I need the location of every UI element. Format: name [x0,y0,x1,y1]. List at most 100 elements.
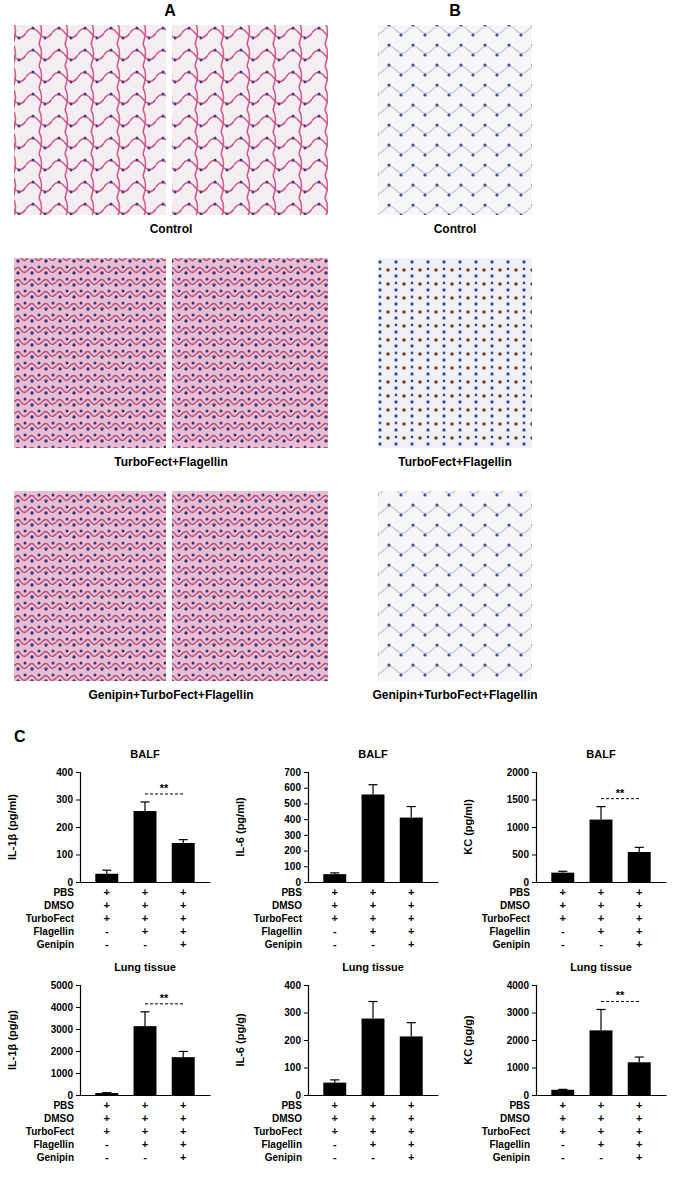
y-tick-label: 5000 [51,980,74,991]
condition-name: DMSO [500,1113,530,1124]
y-tick-mark [76,855,80,856]
y-tick-label: 1000 [51,1068,74,1079]
y-tick-label: 700 [284,767,301,778]
y-axis-title: IL-6 (pg/g) [234,1013,246,1066]
condition-mark: + [142,912,148,924]
y-tick: 1500 [507,794,536,805]
y-tick-mark [304,882,308,883]
condition-mark: + [560,1125,566,1137]
error-cap [102,870,111,871]
y-tick: 200 [284,845,308,856]
y-tick: 3000 [507,1007,536,1018]
condition-name: TurboFect [482,913,531,924]
y-tick-mark [76,827,80,828]
condition-mark: - [333,1151,337,1163]
histology-image-zoom [172,25,328,215]
bar [551,1090,574,1095]
y-tick-label: 300 [284,1007,301,1018]
error-cap [635,847,644,848]
bar [628,852,651,882]
bar-chart: BALF0100200300400IL-1β (pg/ml)**PBS+++DM… [6,748,211,950]
y-tick-mark [304,835,308,836]
condition-mark: + [332,1099,338,1111]
y-axis-title: IL-1β (pg/g) [6,1010,18,1070]
y-axis-title: IL-1β (pg/ml) [6,794,18,860]
condition-mark: + [598,899,604,911]
significance-label: ** [616,787,625,799]
y-tick-mark [532,772,536,773]
error-bar [600,1009,601,1030]
y-tick-mark [532,800,536,801]
condition-name: PBS [281,887,302,898]
bar [172,843,195,882]
bar-chart: BALF0500100015002000KC (pg/ml)**PBS+++DM… [462,748,667,950]
condition-name: Genipin [265,939,302,950]
y-tick-label: 400 [284,980,301,991]
y-axis: 0500100015002000 [507,767,537,888]
condition-mark: + [370,925,376,937]
condition-mark: + [408,886,414,898]
bar [400,1036,423,1095]
error-cap [140,1011,149,1012]
condition-mark: - [143,1151,147,1163]
condition-mark: + [104,899,110,911]
y-tick-mark [532,827,536,828]
error-cap [558,871,567,872]
y-axis-title: KC (pg/ml) [462,799,474,855]
y-tick: 700 [284,767,308,778]
panel-label: C [14,728,26,745]
histology-image [14,25,166,215]
condition-mark: + [636,1112,642,1124]
y-tick-mark [304,1013,308,1014]
y-tick-mark [304,851,308,852]
y-tick-mark [304,1095,308,1096]
bar [323,1083,346,1095]
x-axis-line [81,882,211,883]
y-tick-label: 3000 [51,1024,74,1035]
condition-mark: + [142,1112,148,1124]
error-bar [144,802,145,811]
y-tick-label: 400 [284,814,301,825]
condition-name: Flagellin [489,1139,530,1150]
condition-mark: + [408,1125,414,1137]
condition-name: Flagellin [33,926,74,937]
x-axis-line [309,882,439,883]
y-tick-label: 200 [56,822,73,833]
y-tick-mark [76,985,80,986]
y-tick-label: 400 [56,767,73,778]
y-tick-mark [76,1051,80,1052]
condition-mark: - [143,938,147,950]
condition-mark: + [636,912,642,924]
y-tick-mark [76,1007,80,1008]
y-tick: 100 [284,1062,308,1073]
y-tick-label: 200 [284,845,301,856]
condition-mark: - [105,1138,109,1150]
condition-mark: + [598,925,604,937]
y-axis-line [532,773,537,883]
condition-mark: - [561,938,565,950]
bar [590,820,613,882]
condition-mark: + [370,886,376,898]
condition-mark: + [636,1099,642,1111]
y-tick-mark [532,1068,536,1069]
y-axis: 01000200030004000 [507,980,537,1101]
y-tick: 3000 [51,1024,80,1035]
histology-image [14,491,166,681]
condition-mark: + [104,886,110,898]
condition-mark: + [598,1112,604,1124]
y-tick-mark [304,788,308,789]
condition-mark: - [105,938,109,950]
bar-chart: Lung tissue0100200300400IL-6 (pg/g)PBS++… [234,961,439,1163]
condition-mark: + [408,1112,414,1124]
condition-mark: + [332,886,338,898]
condition-name: Flagellin [489,926,530,937]
condition-name: Flagellin [261,1139,302,1150]
condition-name: Genipin [265,1152,302,1163]
y-tick-label: 300 [284,830,301,841]
bar [134,1026,157,1095]
condition-name: DMSO [272,900,302,911]
condition-mark: - [561,925,565,937]
bar-chart: Lung tissue010002000300040005000IL-1β (p… [6,961,211,1163]
condition-name: Genipin [37,1152,74,1163]
bar [628,1062,651,1095]
